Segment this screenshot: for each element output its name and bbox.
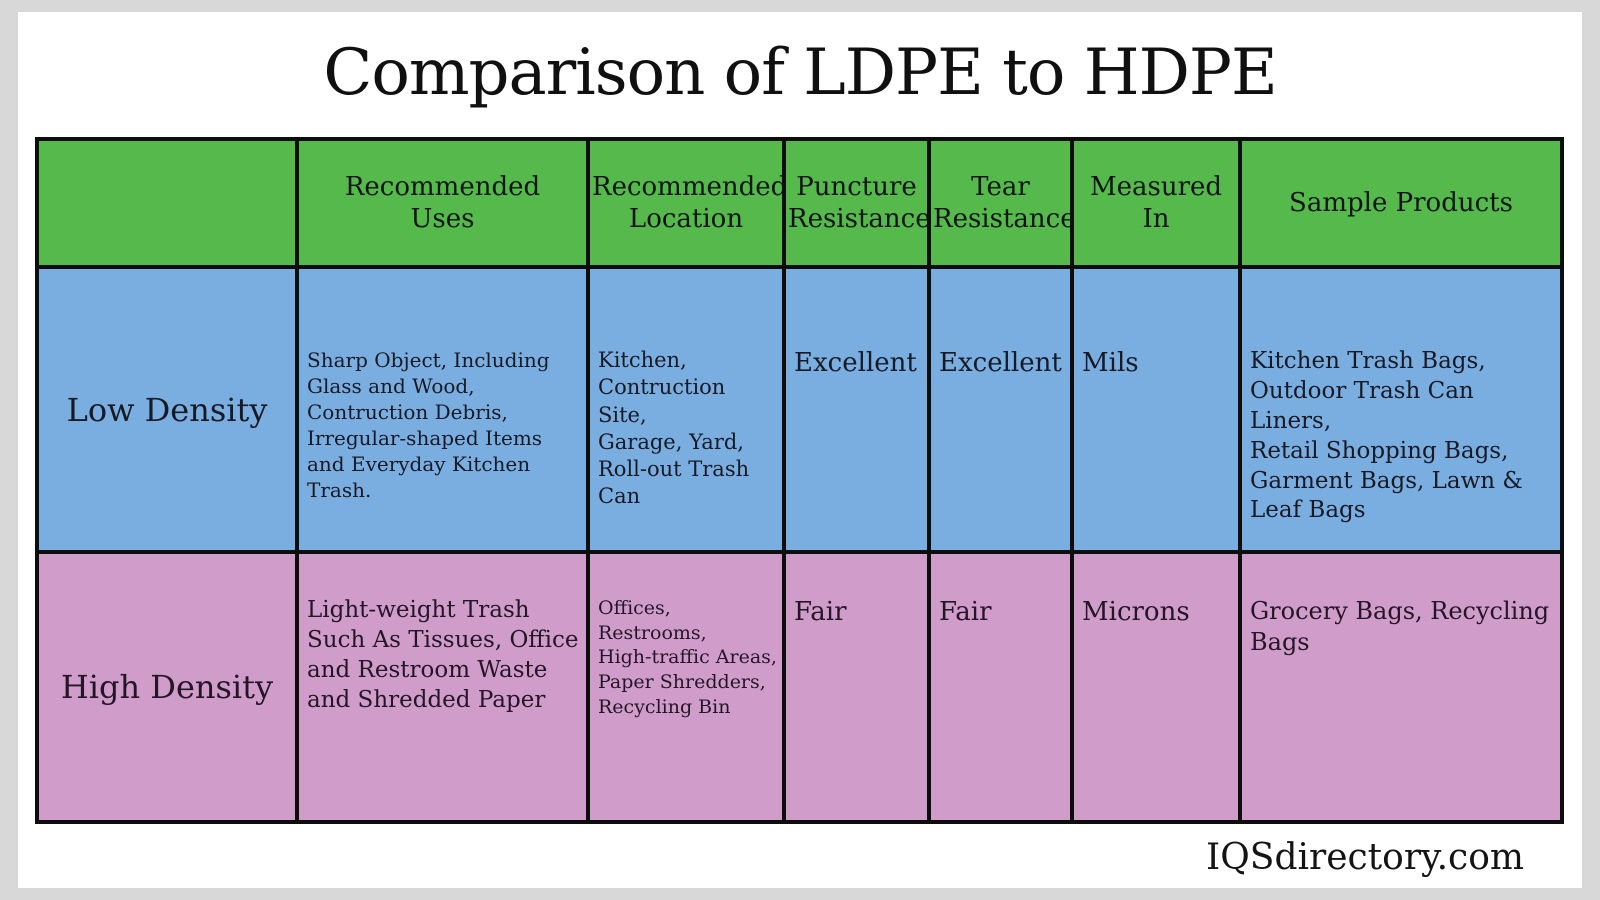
header-cell-recommended-location: Recommended Location <box>586 137 786 269</box>
table-row-high-density: High Density Light-weight Trash Such As … <box>35 550 1564 824</box>
cell-high-density-tear: Fair <box>927 550 1074 824</box>
header-row: Recommended Uses Recommended Location Pu… <box>35 137 1564 269</box>
comparison-table: Recommended Uses Recommended Location Pu… <box>35 137 1564 824</box>
cell-high-density-uses: Light-weight Trash Such As Tissues, Offi… <box>295 550 590 824</box>
cell-low-density-measured-in: Mils <box>1070 265 1242 554</box>
cell-high-density-location: Offices, Restrooms, High-traffic Areas, … <box>586 550 786 824</box>
cell-low-density-location: Kitchen, Contruction Site, Garage, Yard,… <box>586 265 786 554</box>
infographic-page: Comparison of LDPE to HDPE Recommended U… <box>18 12 1582 888</box>
cell-low-density-puncture: Excellent <box>782 265 931 554</box>
header-cell-measured-in: Measured In <box>1070 137 1242 269</box>
header-cell-puncture-resistance: Puncture Resistance <box>782 137 931 269</box>
cell-high-density-samples: Grocery Bags, Recycling Bags <box>1238 550 1564 824</box>
cell-low-density-uses: Sharp Object, Including Glass and Wood, … <box>295 265 590 554</box>
table-row-low-density: Low Density Sharp Object, Including Glas… <box>35 265 1564 554</box>
cell-low-density-tear: Excellent <box>927 265 1074 554</box>
header-cell-sample-products: Sample Products <box>1238 137 1564 269</box>
cell-high-density-measured-in: Microns <box>1070 550 1242 824</box>
source-credit: IQSdirectory.com <box>1206 837 1524 878</box>
header-cell-blank <box>35 137 299 269</box>
cell-high-density-puncture: Fair <box>782 550 931 824</box>
row-label-low-density: Low Density <box>35 265 299 554</box>
page-title: Comparison of LDPE to HDPE <box>323 36 1277 110</box>
row-label-high-density: High Density <box>35 550 299 824</box>
header-cell-tear-resistance: Tear Resistance <box>927 137 1074 269</box>
cell-low-density-samples: Kitchen Trash Bags, Outdoor Trash Can Li… <box>1238 265 1564 554</box>
header-cell-recommended-uses: Recommended Uses <box>295 137 590 269</box>
